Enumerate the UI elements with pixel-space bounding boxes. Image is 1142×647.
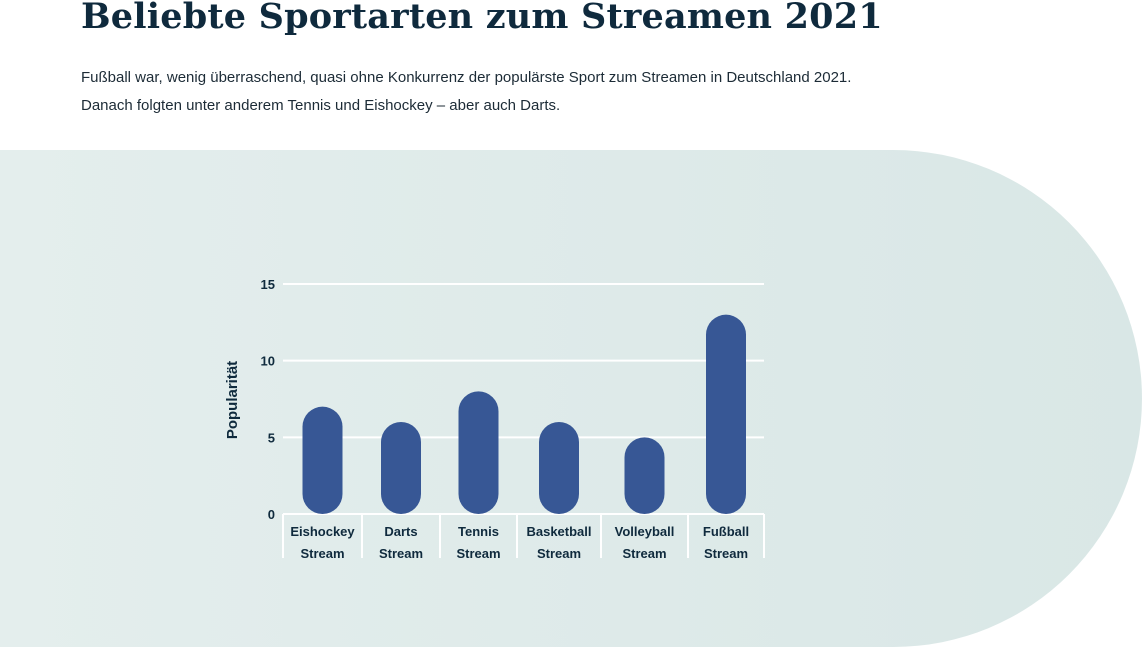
x-tick-label: Stream [622, 546, 666, 561]
bar [381, 422, 421, 514]
bar [458, 391, 499, 514]
x-tick-label: Stream [300, 546, 344, 561]
chart-background [0, 150, 1142, 647]
y-tick-label: 15 [261, 277, 275, 292]
subtitle-line: Danach folgten unter anderem Tennis und … [81, 97, 561, 114]
x-tick-label: Basketball [526, 524, 591, 539]
page-title: Beliebte Sportarten zum Streamen 2021 [81, 0, 883, 37]
x-tick-label: Stream [379, 546, 423, 561]
x-tick-label: Stream [704, 546, 748, 561]
x-tick-label: Volleyball [615, 524, 675, 539]
x-tick-label: Fußball [703, 524, 749, 539]
x-tick-label: Stream [456, 546, 500, 561]
y-tick-label: 5 [268, 430, 275, 445]
page-subtitle: Fußball war, wenig überraschend, quasi o… [81, 64, 851, 120]
y-axis-label: Popularität [224, 361, 241, 439]
x-tick-label: Eishockey [290, 524, 355, 539]
bar [624, 437, 665, 514]
bar [302, 406, 343, 514]
x-tick-label: Darts [384, 524, 417, 539]
bar [539, 422, 579, 514]
y-tick-label: 0 [268, 507, 275, 522]
bar [706, 314, 746, 514]
x-tick-label: Stream [537, 546, 581, 561]
y-tick-label: 10 [261, 354, 275, 369]
subtitle-line: Fußball war, wenig überraschend, quasi o… [81, 69, 852, 86]
x-tick-label: Tennis [458, 524, 499, 539]
